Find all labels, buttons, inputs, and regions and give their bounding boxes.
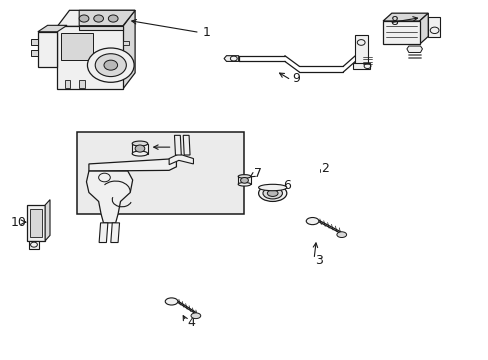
Circle shape [240, 177, 248, 183]
Circle shape [108, 15, 118, 22]
Polygon shape [122, 10, 135, 89]
Polygon shape [419, 13, 427, 44]
Bar [382, 21, 419, 44]
Text: 2: 2 [321, 162, 328, 175]
Polygon shape [45, 200, 50, 241]
Text: 10: 10 [11, 216, 27, 229]
Polygon shape [174, 135, 181, 155]
Ellipse shape [132, 151, 147, 156]
Ellipse shape [132, 141, 147, 146]
Bar [27, 205, 45, 241]
Polygon shape [31, 50, 38, 56]
Text: 9: 9 [291, 72, 300, 85]
Circle shape [79, 15, 89, 22]
Text: 7: 7 [254, 167, 262, 180]
Bar [29, 241, 39, 249]
Text: 3: 3 [314, 254, 322, 267]
Ellipse shape [305, 217, 318, 225]
Polygon shape [31, 39, 38, 45]
Text: 1: 1 [202, 26, 210, 39]
Text: 6: 6 [283, 179, 291, 192]
Ellipse shape [258, 184, 286, 191]
Polygon shape [89, 158, 176, 171]
Polygon shape [111, 223, 119, 243]
Bar [355, 35, 367, 64]
Ellipse shape [165, 298, 178, 305]
Polygon shape [352, 63, 369, 69]
Polygon shape [86, 171, 132, 223]
Bar [238, 176, 250, 184]
Ellipse shape [258, 185, 286, 202]
Circle shape [87, 48, 134, 82]
Polygon shape [169, 154, 193, 165]
Polygon shape [382, 13, 427, 21]
Text: 4: 4 [187, 316, 195, 329]
Bar [79, 26, 122, 30]
Polygon shape [406, 46, 422, 53]
Bar [77, 132, 244, 214]
Ellipse shape [263, 188, 282, 199]
Ellipse shape [336, 232, 346, 238]
Polygon shape [79, 10, 135, 26]
Bar [427, 18, 440, 37]
Bar [132, 144, 147, 154]
Text: 5: 5 [174, 141, 182, 154]
Circle shape [135, 145, 144, 152]
Bar [38, 32, 57, 67]
Bar [30, 208, 42, 237]
Ellipse shape [267, 190, 278, 197]
Polygon shape [57, 10, 135, 26]
Ellipse shape [238, 183, 250, 186]
Polygon shape [224, 56, 238, 62]
Circle shape [104, 60, 117, 70]
Bar [64, 80, 70, 88]
Bar [61, 33, 93, 60]
Bar [57, 26, 122, 89]
Ellipse shape [191, 313, 201, 319]
Text: 8: 8 [389, 14, 398, 27]
Polygon shape [38, 25, 67, 32]
Polygon shape [99, 223, 108, 243]
Ellipse shape [238, 175, 250, 178]
Bar [79, 80, 85, 88]
Bar [122, 55, 129, 60]
Circle shape [95, 54, 126, 77]
Polygon shape [183, 135, 190, 155]
Circle shape [94, 15, 103, 22]
Bar [122, 41, 129, 45]
